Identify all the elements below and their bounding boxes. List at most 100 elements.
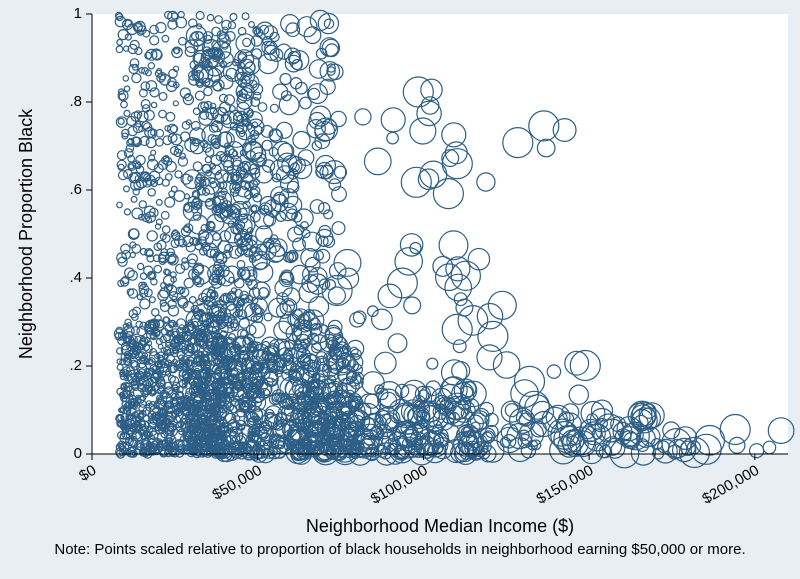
data-point: [442, 123, 466, 147]
data-point: [508, 438, 532, 462]
data-point: [310, 200, 324, 214]
data-point: [163, 226, 170, 233]
y-axis-label: Neighborhood Proportion Black: [16, 108, 36, 359]
data-point: [132, 74, 141, 83]
data-point: [387, 132, 399, 144]
data-point: [204, 87, 212, 95]
data-point: [207, 15, 213, 21]
y-tick-label: .2: [69, 357, 82, 374]
data-point: [224, 95, 234, 105]
data-point: [249, 22, 255, 28]
data-point: [331, 111, 346, 126]
data-point: [720, 415, 750, 445]
data-point: [332, 222, 345, 235]
data-point: [140, 299, 150, 309]
data-point: [164, 317, 169, 322]
data-point: [152, 309, 159, 316]
data-point: [218, 270, 234, 286]
data-point: [401, 167, 431, 197]
data-point: [137, 111, 148, 122]
data-point: [468, 249, 489, 270]
data-point: [569, 385, 588, 404]
data-point: [138, 263, 144, 269]
data-point: [322, 276, 352, 306]
data-point: [328, 287, 345, 304]
data-point: [159, 110, 167, 118]
data-point: [148, 189, 155, 196]
data-point: [151, 102, 156, 107]
data-point: [293, 132, 310, 149]
data-point: [322, 39, 339, 56]
data-point: [135, 48, 142, 55]
data-point: [258, 54, 278, 74]
data-point: [159, 93, 167, 101]
data-point: [123, 76, 128, 81]
data-point: [132, 208, 143, 219]
data-point: [439, 231, 468, 260]
data-point: [174, 191, 185, 202]
y-tick-label: .8: [69, 93, 82, 110]
data-point: [146, 138, 156, 148]
data-point: [151, 150, 156, 155]
data-point: [280, 74, 291, 85]
data-point: [117, 40, 123, 46]
data-point: [215, 16, 223, 24]
points-layer: [114, 10, 793, 467]
data-point: [173, 101, 178, 106]
data-point: [130, 253, 135, 258]
data-point: [750, 444, 764, 458]
data-point: [420, 161, 447, 188]
data-point: [378, 284, 402, 308]
data-point: [255, 166, 272, 183]
data-point: [172, 13, 178, 19]
data-point: [230, 14, 237, 21]
data-point: [116, 46, 123, 53]
data-point: [477, 173, 495, 191]
data-point: [270, 104, 278, 112]
data-point: [124, 209, 130, 215]
data-point: [768, 418, 794, 444]
data-point: [162, 35, 169, 42]
y-tick-label: .6: [69, 181, 82, 198]
data-point: [179, 37, 187, 45]
data-point: [140, 273, 146, 279]
y-tick-label: 0: [74, 445, 82, 462]
y-tick-label: .4: [69, 269, 82, 286]
data-point: [150, 36, 159, 45]
data-point: [235, 279, 244, 288]
x-tick-label: $100,000: [368, 462, 431, 508]
data-point: [729, 437, 745, 453]
data-point: [148, 63, 154, 69]
data-point: [168, 306, 178, 316]
data-point: [195, 91, 204, 100]
data-point: [537, 139, 555, 157]
data-point: [381, 108, 405, 132]
data-point: [403, 77, 433, 107]
data-point: [451, 261, 480, 290]
data-point: [154, 265, 161, 272]
data-point: [324, 19, 333, 28]
data-point: [388, 268, 418, 298]
data-point: [150, 88, 159, 97]
chart-container: 0.2.4.6.81$0$50,000$100,000$150,000$200,…: [0, 0, 800, 579]
data-point: [258, 103, 267, 112]
data-point: [654, 439, 678, 463]
data-point: [128, 271, 138, 281]
data-point: [178, 157, 187, 166]
data-point: [493, 352, 519, 378]
data-point: [375, 352, 397, 374]
data-point: [193, 162, 202, 171]
data-point: [119, 171, 128, 180]
data-point: [205, 157, 211, 163]
data-point: [180, 132, 189, 141]
data-point: [427, 358, 438, 369]
data-point: [269, 129, 281, 141]
data-point: [477, 345, 502, 370]
data-point: [128, 127, 137, 136]
x-axis-label: Neighborhood Median Income ($): [306, 516, 574, 536]
data-point: [131, 197, 137, 203]
data-point: [477, 304, 502, 329]
data-point: [410, 118, 436, 144]
data-point: [503, 128, 533, 158]
data-point: [251, 206, 256, 211]
